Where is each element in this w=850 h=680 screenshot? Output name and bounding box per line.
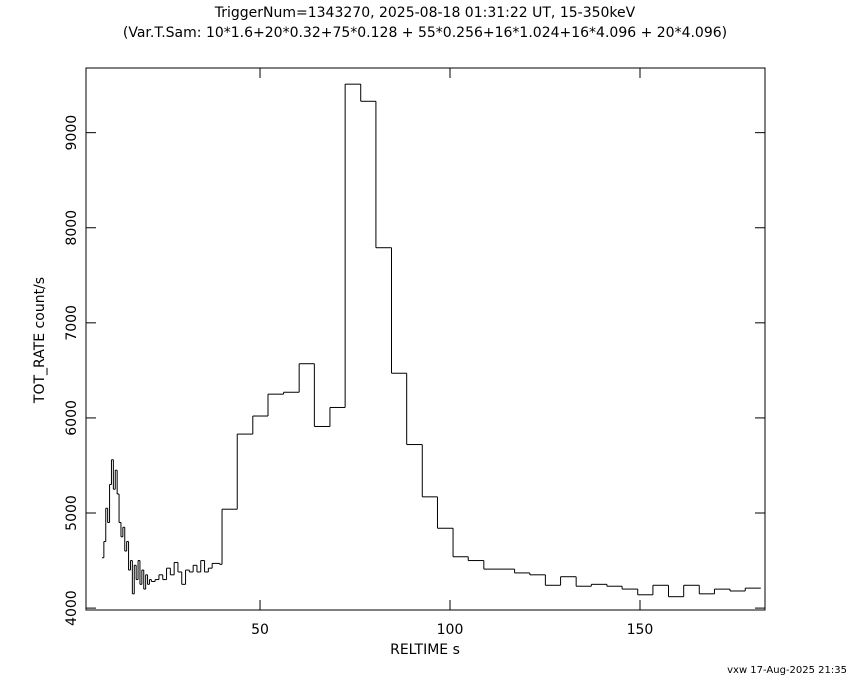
y-tick-label: 9000 <box>64 115 80 151</box>
y-axis-label: TOT_RATE count/s <box>32 277 48 404</box>
y-tick-label: 8000 <box>64 210 80 246</box>
x-axis-label: RELTIME s <box>390 642 460 658</box>
y-tick-label: 6000 <box>64 400 80 436</box>
chart-subtitle: (Var.T.Sam: 10*1.6+20*0.32+75*0.128 + 55… <box>123 25 727 41</box>
plot-frame <box>85 67 766 611</box>
y-tick-label: 4000 <box>64 590 80 626</box>
chart-title: TriggerNum=1343270, 2025-08-18 01:31:22 … <box>214 5 636 21</box>
y-tick-label: 7000 <box>64 305 80 341</box>
x-tick-label: 150 <box>627 622 654 638</box>
x-tick-label: 100 <box>437 622 464 638</box>
x-tick-label: 50 <box>251 622 269 638</box>
y-tick-label: 5000 <box>64 495 80 531</box>
footer: vxw 17-Aug-2025 21:35 <box>727 665 847 676</box>
